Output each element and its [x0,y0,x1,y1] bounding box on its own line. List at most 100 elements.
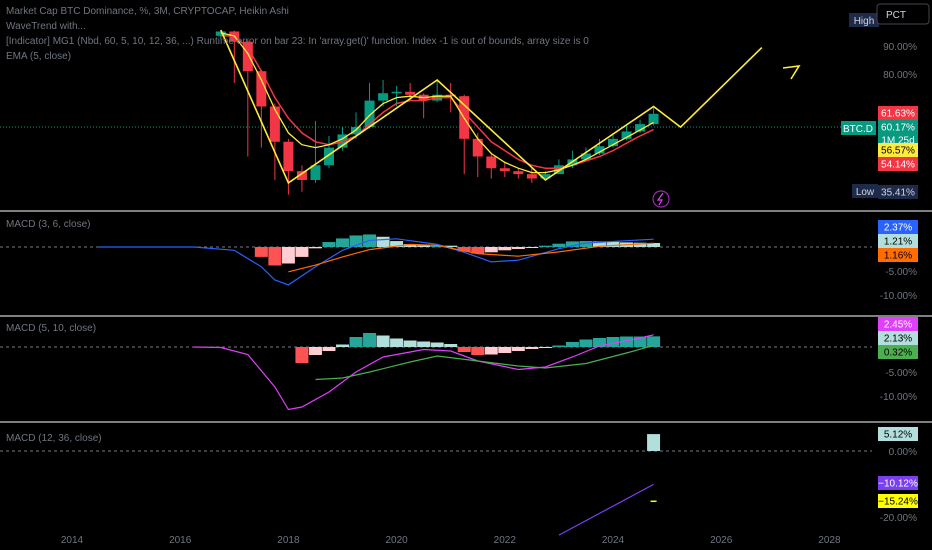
drawing-projection-path[interactable] [220,29,763,185]
legend-main-title: Market Cap BTC Dominance, %, 3M, CRYPTOC… [6,6,289,17]
histogram-bar [565,342,579,347]
price-scale[interactable]: 90.00% 80.00% -5.00% -10.00% -5.00% -10.… [880,42,917,524]
tick-label: -20.00% [880,513,917,524]
value-tag-text: 54.14% [881,160,915,171]
value-tag-text: 0.32% [884,348,912,359]
value-tag [878,185,918,199]
histogram-bar [471,347,485,355]
histogram-bar [511,247,525,249]
macd1-pane[interactable]: MACD (3, 6, close) [0,219,872,286]
histogram-bar [511,347,525,351]
histogram-bar [498,347,512,353]
pct-toggle-button[interactable]: PCT [876,3,930,25]
value-tag-text: 2.13% [884,334,912,345]
histogram-bar [417,245,431,247]
value-tag [878,157,918,171]
histogram-bar [308,247,322,249]
legend-macd1: MACD (3, 6, close) [6,219,90,230]
legend-macd2: MACD (5, 10, close) [6,323,96,334]
histogram-bar [606,337,620,347]
x-tick-label: 2022 [494,535,517,546]
value-tag-text: 2.37% [884,223,912,234]
histogram-bar [525,347,539,349]
high-tag: High [849,13,879,27]
histogram-bar [620,336,634,347]
value-tag [878,143,918,157]
histogram-bar [444,344,458,347]
macd3-pane[interactable]: MACD (12, 36, close) [0,433,872,536]
x-tick-label: 2026 [710,535,733,546]
histogram-bar [417,341,431,347]
candle-body [499,168,510,172]
histogram-bar [579,241,593,247]
candle-body [364,100,375,128]
legend-mg1: [Indicator] MG1 (Nbd, 60, 5, 10, 12, 36,… [6,36,589,47]
histogram-bar [538,347,552,348]
lightning-icon[interactable] [652,190,670,208]
x-tick-label: 2018 [277,535,300,546]
value-tag-text: 61.63% [881,109,915,120]
histogram-bar [349,235,363,247]
candle-body [472,138,483,157]
histogram-bar [308,347,322,355]
pct-toggle-label: PCT [886,10,906,21]
candle-body [621,131,632,139]
histogram-bar [525,247,539,248]
histogram-bar [484,247,498,253]
histogram-bar [552,345,566,347]
candle-body [296,171,307,180]
histogram-bar [552,243,566,247]
x-axis[interactable]: 2014 2016 2018 2020 2022 2024 2026 2028 [61,535,841,546]
value-tag-text: 1.21% [884,237,912,248]
legend-wavetrend: WaveTrend with... [6,21,86,32]
histogram-bar [457,347,471,352]
tick-label: -10.00% [880,392,917,403]
tick-label: 90.00% [883,42,917,53]
candle-body [608,138,618,147]
candle-body [242,41,253,72]
value-tag-text: 35.41% [881,188,915,199]
x-tick-label: 2014 [61,535,84,546]
symbol-tag-text: BTC.D [843,124,873,135]
histogram-bar [592,338,606,347]
tick-label: -5.00% [885,368,917,379]
value-tag [878,331,918,345]
histogram-bar [633,242,647,247]
ema-yellow-line [220,32,654,174]
histogram-bar [647,434,661,451]
candle-body [486,156,497,169]
candle-body [580,153,591,160]
macd3-histogram [647,434,661,451]
value-tag [878,106,918,120]
candle-body [445,94,456,97]
macd2-pane[interactable]: MACD (5, 10, close) [0,323,872,411]
main-pane[interactable]: Market Cap BTC Dominance, %, 3M, CRYPTOC… [0,6,872,208]
value-tag [878,476,918,490]
candle-body [540,174,551,179]
histogram-bar [376,236,390,247]
candle-body [594,146,605,154]
candle-body [269,106,280,142]
value-tag-text: −10.12% [878,479,918,490]
tick-label: -10.00% [880,291,917,302]
value-tag [878,120,918,134]
tick-label: 0.00% [889,447,917,458]
histogram-bar [295,247,309,257]
candle-body [378,93,389,101]
value-tag [878,345,918,359]
low-tag-text: Low [856,187,875,198]
value-tag-text: −15.24% [878,497,918,508]
value-tag [878,427,918,441]
value-tag [878,317,918,331]
value-tag-text: 1.16% [884,251,912,262]
value-tag [878,248,918,262]
tick-label: 80.00% [883,70,917,81]
candle-body [283,141,294,172]
histogram-bar [484,347,498,355]
legend-macd3: MACD (12, 36, close) [6,433,102,444]
histogram-bar [579,339,593,347]
macd3-macd-line [558,483,654,536]
